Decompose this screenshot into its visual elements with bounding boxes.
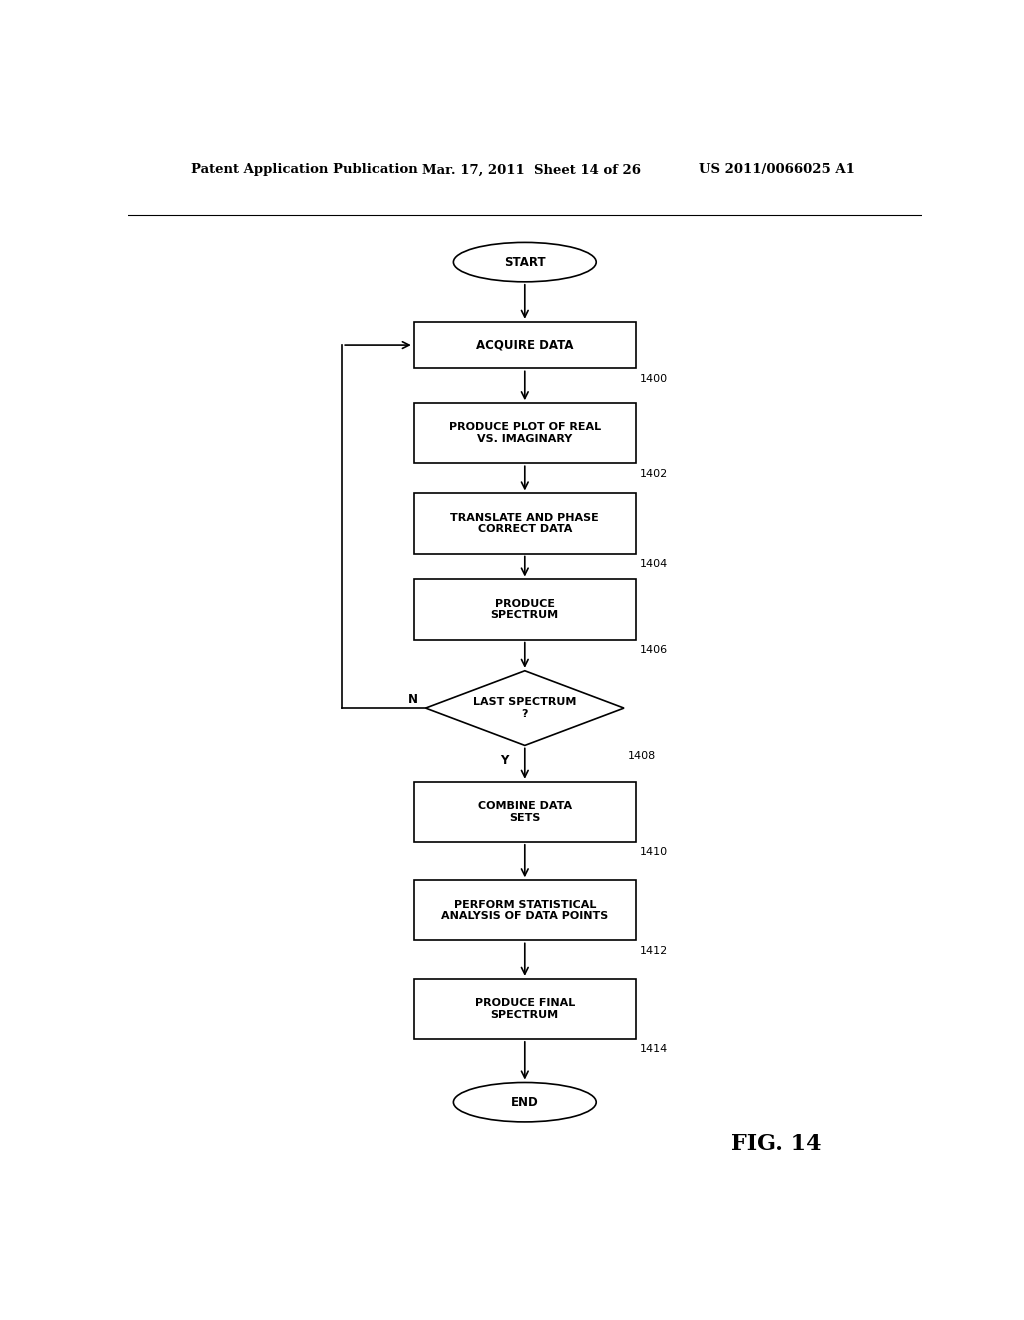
Text: Mar. 17, 2011  Sheet 14 of 26: Mar. 17, 2011 Sheet 14 of 26	[422, 164, 641, 177]
FancyBboxPatch shape	[414, 781, 636, 842]
FancyBboxPatch shape	[414, 494, 636, 553]
Text: Y: Y	[501, 754, 509, 767]
FancyBboxPatch shape	[414, 322, 636, 368]
Text: 1406: 1406	[640, 645, 668, 655]
Text: COMBINE DATA
SETS: COMBINE DATA SETS	[478, 801, 571, 822]
Text: START: START	[504, 256, 546, 268]
Text: PRODUCE FINAL
SPECTRUM: PRODUCE FINAL SPECTRUM	[475, 998, 574, 1019]
FancyBboxPatch shape	[414, 403, 636, 463]
Text: LAST SPECTRUM
?: LAST SPECTRUM ?	[473, 697, 577, 719]
Text: 1400: 1400	[640, 374, 668, 384]
Text: END: END	[511, 1096, 539, 1109]
Text: ACQUIRE DATA: ACQUIRE DATA	[476, 339, 573, 351]
Ellipse shape	[454, 243, 596, 281]
Text: N: N	[408, 693, 418, 706]
Text: Patent Application Publication: Patent Application Publication	[191, 164, 418, 177]
Ellipse shape	[454, 1082, 596, 1122]
FancyBboxPatch shape	[414, 979, 636, 1039]
Text: 1414: 1414	[640, 1044, 668, 1055]
Text: TRANSLATE AND PHASE
CORRECT DATA: TRANSLATE AND PHASE CORRECT DATA	[451, 512, 599, 535]
Text: PRODUCE PLOT OF REAL
VS. IMAGINARY: PRODUCE PLOT OF REAL VS. IMAGINARY	[449, 422, 601, 444]
FancyBboxPatch shape	[414, 880, 636, 940]
Text: US 2011/0066025 A1: US 2011/0066025 A1	[699, 164, 855, 177]
Text: PERFORM STATISTICAL
ANALYSIS OF DATA POINTS: PERFORM STATISTICAL ANALYSIS OF DATA POI…	[441, 899, 608, 921]
Text: FIG. 14: FIG. 14	[731, 1133, 821, 1155]
Text: 1408: 1408	[628, 751, 656, 760]
Polygon shape	[426, 671, 624, 746]
Text: 1412: 1412	[640, 945, 668, 956]
FancyBboxPatch shape	[414, 579, 636, 640]
Text: 1402: 1402	[640, 469, 668, 479]
Text: 1404: 1404	[640, 558, 668, 569]
Text: 1410: 1410	[640, 847, 668, 857]
Text: PRODUCE
SPECTRUM: PRODUCE SPECTRUM	[490, 599, 559, 620]
